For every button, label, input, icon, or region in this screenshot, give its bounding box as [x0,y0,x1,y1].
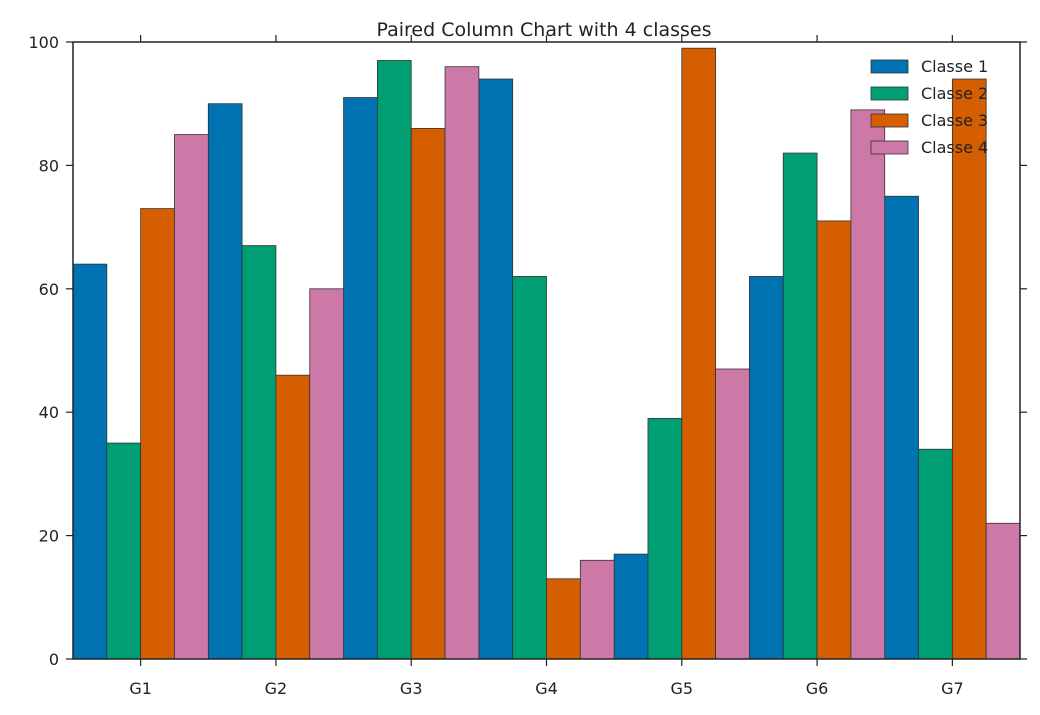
x-tick-label: G4 [535,679,558,698]
bar-g5-series-2 [647,417,683,660]
x-tick-label: G6 [806,679,829,698]
bar-g3-series-1 [343,97,378,660]
legend-swatch-series-2 [870,86,909,101]
x-tick-label: G3 [400,679,423,698]
y-tick-label: 80 [39,156,59,175]
legend-swatch-series-3 [870,113,909,128]
bar-g4-series-2 [512,276,547,660]
legend-swatch-series-4 [870,140,909,155]
bar-g1-series-4 [174,134,209,660]
bar-g7-series-4 [985,522,1021,660]
y-tick-label: 40 [39,403,59,422]
y-tick-label: 100 [28,33,59,52]
legend-label-series-4: Classe 4 [921,138,988,157]
x-tick-label: G7 [941,679,964,698]
bar-g5-series-3 [681,47,717,660]
bar-g7-series-2 [918,448,953,660]
bar-g2-series-4 [309,288,344,660]
bar-g6-series-2 [782,152,818,660]
ticks-group: G1 G2 G3 G4 G5 G6 G7 0 20 40 60 80 100 [28,33,1027,698]
bar-g1-series-1 [72,263,108,660]
bar-g3-series-2 [376,60,412,660]
bar-g4-series-4 [579,559,615,660]
bar-g3-series-3 [410,127,446,660]
x-tick-label: G1 [129,679,152,698]
bar-g5-series-4 [715,368,750,660]
bar-g2-series-1 [207,103,243,660]
bar-g3-series-4 [444,66,480,660]
bar-g7-series-3 [951,78,987,660]
legend-label-series-3: Classe 3 [921,111,988,130]
x-tick-label: G5 [670,679,693,698]
bar-g1-series-2 [106,442,142,660]
bars-group [72,47,1021,660]
x-tick-label: G2 [265,679,288,698]
y-tick-label: 20 [39,527,59,546]
bar-g2-series-3 [275,374,311,660]
bar-g5-series-1 [613,553,649,660]
plot-frame [72,41,1021,660]
legend-label-series-1: Classe 1 [921,57,988,76]
bar-g6-series-1 [749,276,784,660]
y-tick-label: 0 [49,650,59,669]
bar-g2-series-2 [241,245,277,660]
chart-title: Paired Column Chart with 4 classes [377,19,712,41]
legend: Classe 1 Classe 2 Classe 3 Classe 4 [870,57,988,157]
bar-g4-series-1 [478,78,514,660]
legend-swatch-series-1 [870,59,909,74]
bar-g6-series-3 [816,220,852,660]
legend-label-series-2: Classe 2 [921,84,988,103]
y-tick-label: 60 [39,280,59,299]
bar-g6-series-4 [850,109,886,660]
bar-g7-series-1 [884,195,919,660]
bar-g1-series-3 [140,208,175,660]
bar-g4-series-3 [546,578,581,660]
